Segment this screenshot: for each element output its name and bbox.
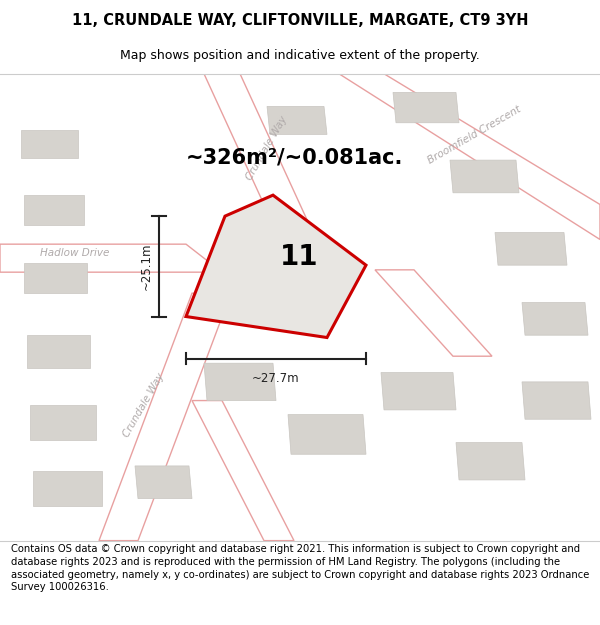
Text: Crundale Way: Crundale Way — [245, 114, 289, 182]
Polygon shape — [204, 363, 276, 401]
Polygon shape — [33, 471, 102, 506]
Text: ~25.1m: ~25.1m — [139, 242, 152, 290]
Polygon shape — [0, 244, 222, 272]
Polygon shape — [24, 195, 84, 226]
Polygon shape — [450, 160, 519, 192]
Text: 11: 11 — [280, 242, 319, 271]
Polygon shape — [522, 302, 588, 335]
Polygon shape — [375, 270, 492, 356]
Polygon shape — [522, 382, 591, 419]
Text: Crundale Way: Crundale Way — [122, 371, 166, 439]
Polygon shape — [381, 372, 456, 410]
Polygon shape — [288, 414, 366, 454]
Text: ~27.7m: ~27.7m — [252, 372, 300, 384]
Text: Broomfield Crescent: Broomfield Crescent — [425, 104, 523, 165]
Text: Hadlow Drive: Hadlow Drive — [40, 249, 110, 259]
Polygon shape — [24, 263, 87, 293]
Polygon shape — [495, 232, 567, 265]
Text: Contains OS data © Crown copyright and database right 2021. This information is : Contains OS data © Crown copyright and d… — [11, 544, 589, 592]
Polygon shape — [21, 130, 78, 158]
Polygon shape — [99, 293, 231, 541]
Polygon shape — [339, 74, 600, 239]
Polygon shape — [30, 405, 96, 440]
Polygon shape — [393, 92, 459, 123]
Polygon shape — [135, 466, 192, 499]
Polygon shape — [267, 106, 327, 134]
Text: ~326m²/~0.081ac.: ~326m²/~0.081ac. — [186, 148, 403, 168]
Polygon shape — [456, 442, 525, 480]
Polygon shape — [27, 335, 90, 368]
Polygon shape — [192, 401, 294, 541]
Polygon shape — [186, 195, 366, 338]
Polygon shape — [204, 74, 330, 270]
Text: 11, CRUNDALE WAY, CLIFTONVILLE, MARGATE, CT9 3YH: 11, CRUNDALE WAY, CLIFTONVILLE, MARGATE,… — [72, 13, 528, 28]
Text: Map shows position and indicative extent of the property.: Map shows position and indicative extent… — [120, 49, 480, 62]
